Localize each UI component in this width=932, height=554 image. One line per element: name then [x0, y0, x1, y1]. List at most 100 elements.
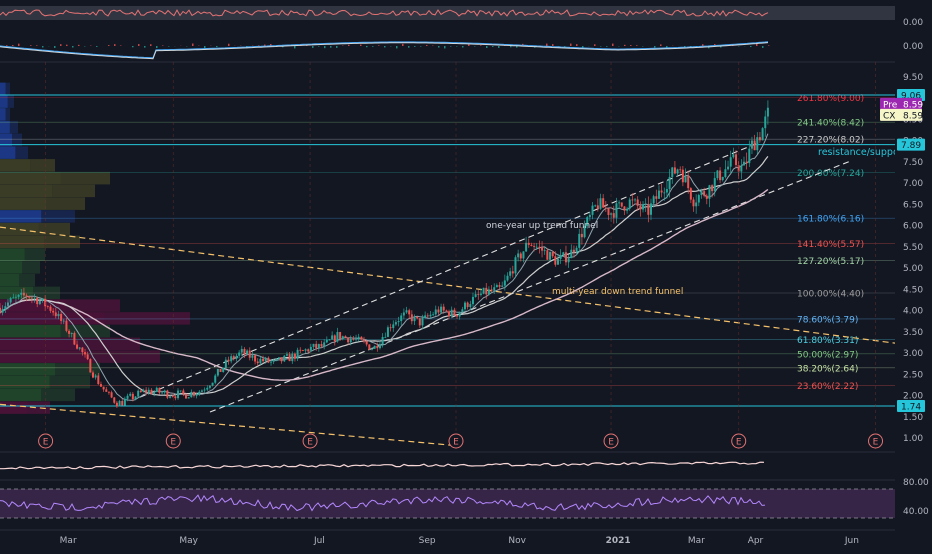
macd-histogram-bar [216, 46, 218, 47]
candle-body [73, 333, 75, 345]
candle-body [615, 203, 617, 217]
candle-body [193, 392, 195, 396]
candle-body [113, 397, 115, 402]
macd-histogram-bar [414, 46, 416, 47]
oscillator-tick-label: 0.00 [903, 18, 923, 28]
candle-body [299, 350, 301, 351]
candle-body [350, 339, 352, 342]
macd-histogram-bar [630, 45, 632, 46]
candle-body [504, 280, 506, 285]
macd-histogram-bar [402, 44, 404, 46]
earnings-label: E [736, 438, 742, 448]
candle-body [483, 288, 485, 294]
down-trend-upper [0, 227, 895, 343]
price-tick-label: 4.00 [903, 307, 923, 317]
volume-profile-bar [0, 121, 10, 134]
candle-body [137, 391, 139, 397]
macd-histogram-bar [66, 45, 68, 46]
candle-body [47, 306, 49, 307]
candle-body [767, 108, 769, 117]
candle-body [241, 349, 243, 353]
candle-body [26, 295, 28, 296]
candle-body [440, 307, 442, 313]
candle-body [111, 392, 113, 397]
candle-body [754, 141, 756, 151]
candle-body [384, 337, 386, 338]
candle-body [530, 245, 532, 246]
candle-body [307, 349, 309, 351]
macd-histogram-bar [396, 46, 398, 48]
candle-body [525, 243, 527, 252]
candle-body [233, 356, 235, 359]
candle-body [443, 307, 445, 311]
macd-histogram-bar [624, 45, 626, 46]
candle-body [435, 309, 437, 314]
candle-body [560, 255, 562, 259]
candle-body [671, 167, 673, 177]
candle-body [36, 298, 38, 304]
candle-body [249, 351, 251, 358]
candle-body [618, 202, 620, 203]
candle-body [374, 346, 376, 349]
candle-body [326, 340, 328, 342]
candle-body [23, 293, 25, 296]
fib-level-label: 50.00%(2.97) [797, 350, 858, 360]
volume-line-pane [0, 462, 764, 469]
candle-body [217, 369, 219, 376]
candle-body [708, 185, 710, 199]
earnings-label: E [170, 438, 176, 448]
fib-level-label: 127.20%(5.17) [797, 257, 864, 267]
macd-histogram-bar [54, 46, 56, 48]
candle-body [79, 348, 81, 349]
candle-body [722, 177, 724, 180]
candle-body [206, 388, 208, 390]
candle-body [65, 321, 67, 331]
candle-body [360, 337, 362, 340]
price-tick-label: 7.00 [903, 179, 923, 189]
time-tick-label: Apr [748, 536, 764, 546]
macd-histogram-bar [594, 44, 596, 46]
candle-body [695, 202, 697, 206]
candle-body [347, 338, 349, 343]
candle-body [459, 312, 461, 317]
candle-body [204, 390, 206, 391]
candle-body [358, 337, 360, 339]
macd-histogram-bar [420, 46, 422, 47]
candle-body [84, 352, 86, 354]
candle-body [267, 358, 269, 363]
candle-body [355, 339, 357, 340]
candle-body [12, 298, 14, 299]
fib-level-label: 241.40%(8.42) [797, 119, 864, 129]
fib-level-label: 161.80%(6.16) [797, 215, 864, 225]
candle-body [536, 247, 538, 248]
volume-profile-bar [0, 312, 105, 325]
volume-profile-bar [0, 325, 61, 338]
macd-histogram-bar [384, 46, 386, 47]
candle-body [751, 141, 753, 149]
earnings-label: E [307, 438, 313, 448]
candle-body [522, 251, 524, 258]
candle-body [166, 391, 168, 398]
candle-body [429, 315, 431, 317]
candle-body [169, 396, 171, 397]
volume-profile-bar [0, 146, 15, 159]
candle-body [283, 356, 285, 362]
candle-body [658, 191, 660, 199]
macd-histogram-bar [552, 44, 554, 46]
volume-profile-bar [0, 185, 52, 198]
candle-body [286, 354, 288, 355]
price-tag-value: 7.89 [901, 141, 921, 151]
candle-body [150, 390, 152, 394]
candle-body [34, 298, 36, 299]
macd-histogram-bar [450, 46, 452, 47]
volume-profile-bar [19, 274, 35, 287]
price-axis[interactable]: 9.509.008.508.007.507.006.506.005.505.00… [895, 0, 932, 550]
candle-body [552, 252, 554, 256]
candle-body [291, 354, 293, 361]
candle-body [39, 301, 41, 304]
price-tick-label: 3.50 [903, 328, 923, 338]
price-tick-label: 2.50 [903, 370, 923, 380]
